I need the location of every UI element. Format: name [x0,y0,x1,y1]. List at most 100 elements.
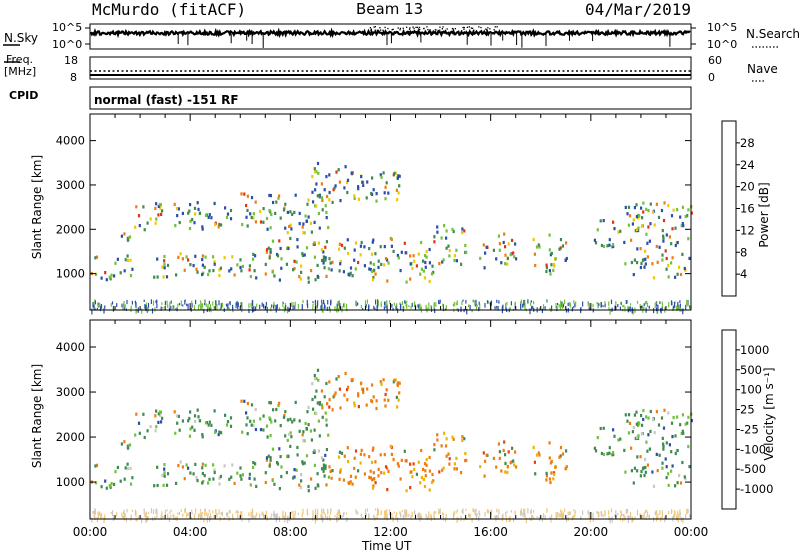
velocity-echo-cell [309,429,312,433]
velocity-echo-cell [214,430,217,434]
power-echo-cell [681,222,684,226]
nsearch-dot [416,26,419,28]
velocity-echo-cell [684,422,687,426]
power-near-range-noise [524,304,526,311]
power-echo-cell [411,266,414,270]
velocity-echo-cell [371,448,374,452]
nsearch-dot [412,26,414,28]
velocity-echo-cell [372,471,375,475]
velocity-near-range-noise [294,513,296,519]
power-near-range-noise [345,303,348,310]
power-echo-cell [333,186,336,190]
velocity-near-range-noise [571,516,573,521]
velocity-near-range-noise [562,512,565,519]
nsearch-dot [485,28,487,30]
nsearch-dot [486,29,488,31]
power-near-range-noise [425,304,427,311]
power-near-range-noise [360,304,362,309]
velocity-echo-cell [634,436,637,441]
velocity-echo-cell [248,476,251,480]
velocity-echo-cell [333,393,336,397]
power-echo-cell [349,266,353,270]
power-echo-cell [305,219,308,223]
velocity-near-range-noise [200,512,202,517]
power-echo-cell [351,274,354,278]
velocity-echo-cell [323,474,326,478]
power-echo-cell [280,266,283,270]
power-echo-cell [269,226,272,230]
power-echo-cell [173,202,176,206]
power-echo-cell [129,274,133,278]
velocity-echo-cell [321,415,324,419]
velocity-near-range-noise [413,510,416,515]
velocity-echo-cell [631,430,634,434]
velocity-echo-cell [369,476,372,480]
power-near-range-noise [571,307,573,312]
power-near-range-noise [420,304,422,309]
velocity-echo-cell [565,449,568,453]
velocity-near-range-noise [155,509,157,514]
power-echo-cell [393,171,396,175]
power-near-range-noise [632,309,634,315]
velocity-echo-cell [632,481,635,485]
power-near-range-noise [531,306,533,310]
power-near-range-noise [620,302,622,306]
velocity-echo-cell [331,469,334,473]
power-echo-cell [661,258,664,262]
velocity-echo-cell [264,480,267,485]
power-near-range-noise [203,308,205,314]
power-near-range-noise [629,306,631,312]
power-near-range-noise [377,300,379,306]
power-echo-cell [100,276,103,280]
power-echo-cell [346,178,350,182]
power-near-range-noise [131,300,133,305]
velocity-echo-cell [637,423,640,428]
velocity-echo-cell [307,405,310,409]
power-echo-cell [347,251,350,256]
power-echo-cell [665,267,668,271]
velocity-echo-cell [642,408,645,413]
nave-tick-top: 60 [708,54,722,67]
power-near-range-noise [200,303,202,308]
power-near-range-noise [170,300,172,304]
velocity-echo-cell [594,449,598,453]
velocity-near-range-noise [156,508,158,514]
velocity-echo-cell [302,430,305,434]
velocity-near-range-noise [355,510,357,515]
velocity-echo-cell [424,469,427,473]
velocity-echo-cell [670,469,673,473]
power-echo-cell [651,262,654,266]
velocity-near-range-noise [514,510,516,515]
velocity-near-range-noise [604,510,606,516]
velocity-echo-cell [301,433,304,437]
power-echo-cell [126,258,129,262]
velocity-echo-cell [246,401,249,406]
velocity-near-range-noise [522,512,524,517]
velocity-echo-cell [613,434,616,438]
power-echo-cell [608,243,611,247]
power-near-range-noise [240,302,242,305]
nsearch-dot [402,27,404,29]
power-echo-cell [201,225,204,229]
power-echo-cell [204,255,207,259]
power-echo-cell [245,215,248,219]
power-echo-cell [661,229,664,233]
velocity-echo-cell [313,449,316,453]
power-near-range-noise [197,305,200,311]
velocity-echo-cell [357,394,360,398]
velocity-echo-cell [104,479,107,483]
power-echo-cell [506,262,509,266]
velocity-echo-cell [176,421,179,425]
power-near-range-noise [609,308,611,315]
power-echo-cell [278,239,281,243]
power-echo-cell [532,237,535,242]
nsearch-dot [466,26,469,28]
velocity-echo-cell [612,428,615,432]
power-echo-cell [316,263,319,267]
power-near-range-noise [560,300,562,305]
power-echo-cell [369,261,372,265]
velocity-echo-cell [630,446,633,450]
power-colorbar-label: Power [dB] [757,182,771,248]
power-echo-cell [500,261,503,265]
